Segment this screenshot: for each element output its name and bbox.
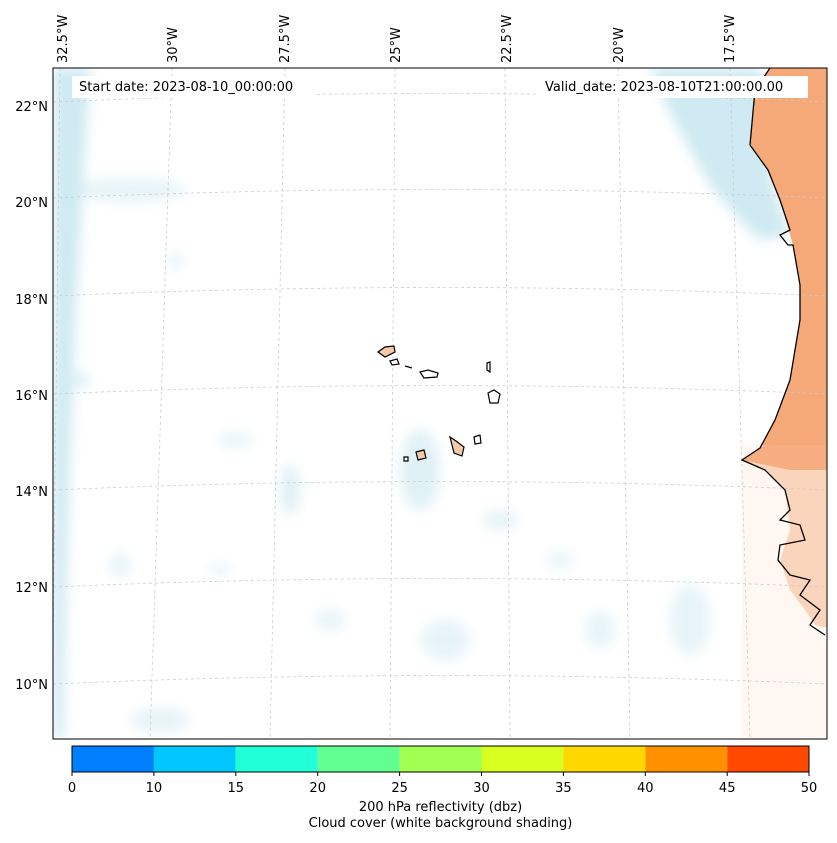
colorbar-tick: 20 (309, 781, 326, 796)
lat-label: 12°N (15, 581, 48, 596)
colorbar-segment (317, 746, 400, 772)
plot-frame (52, 67, 828, 740)
lat-label: 20°N (15, 196, 48, 211)
lon-label: 25°W (389, 27, 404, 63)
colorbar-tick: 15 (228, 781, 245, 796)
colorbar-segment (72, 746, 154, 772)
colorbar-segment (235, 746, 318, 772)
colorbar-segment (481, 746, 564, 772)
colorbar-tick: 35 (555, 781, 572, 796)
colorbar-tick: 30 (473, 781, 490, 796)
colorbar-segment (563, 746, 646, 772)
colorbar-segment (399, 746, 482, 772)
colorbar-title: 200 hPa reflectivity (dbz) (358, 800, 523, 815)
lat-label: 22°N (15, 100, 48, 115)
colorbar-tick: 50 (801, 781, 818, 796)
lat-label: 14°N (15, 485, 48, 500)
colorbar-tick: 45 (719, 781, 736, 796)
colorbar-frame (71, 745, 810, 773)
longitude-labels: 32.5°W 30°W 27.5°W 25°W 22.5°W 20°W 17.5… (56, 15, 738, 63)
africa-coastline (740, 68, 826, 636)
cloud-cover-shading (53, 68, 827, 739)
lon-label: 20°W (612, 27, 627, 63)
start-date-label: Start date: 2023-08-10_00:00:00 (79, 80, 293, 95)
start-date-box (72, 76, 316, 98)
colorbar-tick: 10 (146, 781, 163, 796)
colorbar-tick: 40 (637, 781, 654, 796)
valid-date-label: Valid_date: 2023-08-10T21:00:00.00 (545, 80, 783, 95)
colorbar: 0 10 15 20 25 30 35 40 45 50 (68, 745, 818, 796)
lon-label: 27.5°W (278, 15, 293, 63)
colorbar-segment (153, 746, 236, 772)
lat-label: 16°N (15, 389, 48, 404)
colorbar-tick: 0 (68, 781, 76, 796)
lat-label: 18°N (15, 293, 48, 308)
colorbar-segment (727, 746, 809, 772)
colorbar-subtitle: Cloud cover (white background shading) (308, 816, 573, 831)
latitude-labels: 22°N 20°N 18°N 16°N 14°N 12°N 10°N (15, 100, 48, 693)
colorbar-tick: 25 (391, 781, 408, 796)
lat-label: 10°N (15, 678, 48, 693)
lon-label: 22.5°W (500, 15, 515, 63)
lon-label: 32.5°W (56, 15, 71, 63)
lon-label: 17.5°W (723, 15, 738, 63)
valid-date-box (538, 76, 808, 98)
lon-label: 30°W (166, 27, 181, 63)
cape-verde-islands (376, 345, 501, 462)
colorbar-segment (645, 746, 728, 772)
